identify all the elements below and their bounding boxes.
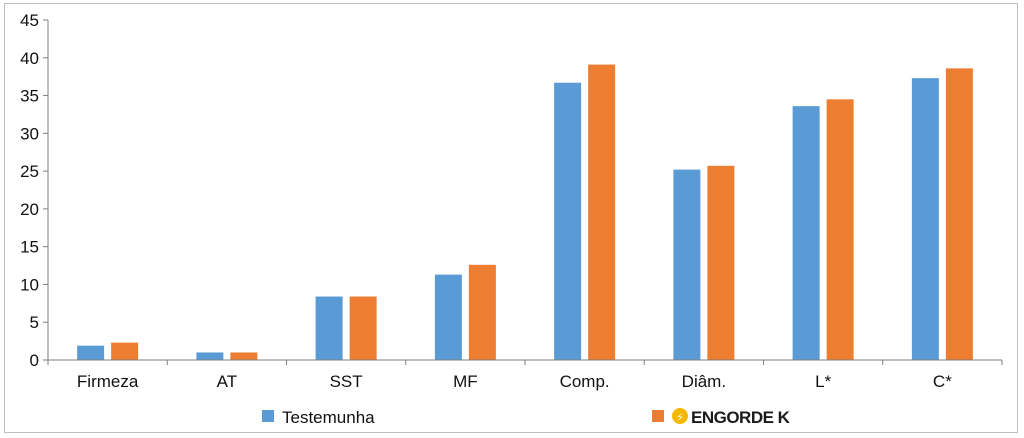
y-tick-label: 25 — [20, 162, 39, 181]
y-tick-label: 0 — [30, 351, 39, 370]
legend: Testemunha ⚡ ENGORDE K — [262, 408, 791, 427]
bars — [77, 64, 973, 361]
x-tick-label: Diâm. — [682, 372, 726, 391]
bar-engorde-k-3 — [468, 264, 496, 360]
y-tick-label: 35 — [20, 87, 39, 106]
bar-testemunha-1 — [196, 352, 224, 360]
x-tick-label: Firmeza — [77, 372, 139, 391]
bar-engorde-k-1 — [230, 352, 258, 360]
bar-engorde-k-7 — [945, 68, 973, 360]
bar-engorde-k-6 — [826, 99, 854, 360]
y-tick-label: 20 — [20, 200, 39, 219]
legend-swatch-engorde-k — [652, 410, 664, 422]
legend-label-testemunha: Testemunha — [282, 408, 375, 427]
svg-text:⚡: ⚡ — [676, 411, 684, 424]
legend-item-testemunha: Testemunha — [262, 408, 375, 427]
x-tick-label: AT — [217, 372, 237, 391]
bar-testemunha-2 — [315, 296, 343, 360]
bar-testemunha-6 — [792, 106, 820, 360]
bar-engorde-k-0 — [111, 342, 139, 360]
legend-label-engorde-k: ENGORDE K — [691, 408, 791, 427]
legend-item-engorde-k: ⚡ ENGORDE K — [652, 408, 791, 427]
y-tick-label: 45 — [20, 11, 39, 30]
x-axis: Firmeza AT SST MF Comp. Diâm. L* C* — [47, 359, 1003, 391]
x-tick-label: Comp. — [560, 372, 610, 391]
engorde-k-logo-icon: ⚡ — [672, 408, 688, 424]
y-tick-label: 30 — [20, 124, 39, 143]
y-tick-label: 15 — [20, 238, 39, 257]
x-tick-label: MF — [453, 372, 478, 391]
bar-testemunha-4 — [554, 82, 582, 360]
legend-swatch-testemunha — [262, 410, 274, 422]
bar-testemunha-0 — [77, 345, 105, 360]
x-tick-label: SST — [330, 372, 363, 391]
bar-testemunha-7 — [911, 78, 939, 360]
y-tick-label: 5 — [30, 313, 39, 332]
bar-testemunha-5 — [673, 169, 701, 360]
bar-engorde-k-5 — [707, 165, 735, 360]
y-tick-label: 40 — [20, 49, 39, 68]
bar-engorde-k-2 — [349, 296, 377, 360]
bar-engorde-k-4 — [588, 64, 616, 361]
y-tick-label: 10 — [20, 275, 39, 294]
x-tick-label: L* — [815, 372, 831, 391]
y-axis: 0 5 10 15 20 25 30 35 40 45 — [20, 11, 49, 370]
x-tick-label: C* — [933, 372, 952, 391]
bar-testemunha-3 — [434, 274, 462, 360]
